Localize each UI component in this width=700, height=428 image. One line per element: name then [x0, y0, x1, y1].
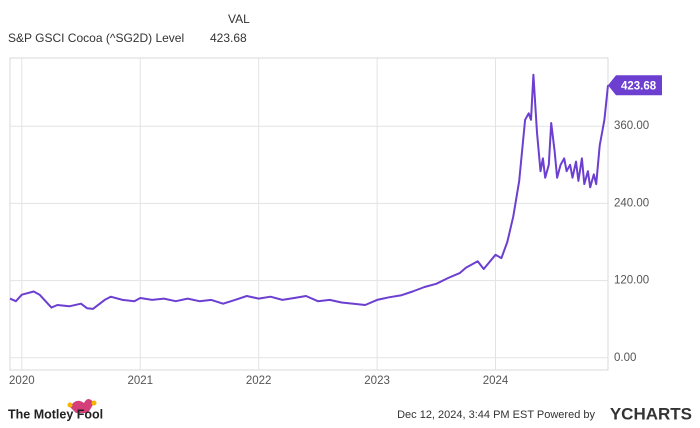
x-tick-label: 2021 [127, 375, 153, 387]
y-tick-label: 0.00 [614, 352, 636, 364]
footer-timestamp: Dec 12, 2024, 3:44 PM EST Powered by [397, 409, 595, 421]
legend-header: VAL [228, 12, 250, 26]
y-tick-label: 360.00 [614, 120, 649, 132]
value-callout-label: 423.68 [621, 80, 657, 92]
footer-powered: YCHARTS [610, 404, 692, 423]
series-line [9, 73, 609, 310]
y-tick-label: 120.00 [614, 275, 649, 287]
x-tick-label: 2023 [364, 375, 390, 387]
y-tick-label: 240.00 [614, 197, 649, 209]
value-callout [608, 75, 662, 96]
legend-value: 423.68 [210, 31, 247, 45]
motley-fool-logo [67, 399, 97, 413]
footer-brand: The Motley Fool [8, 407, 103, 421]
plot-frame [9, 57, 609, 371]
x-tick-label: 2020 [9, 375, 35, 387]
x-tick-label: 2024 [483, 375, 509, 387]
x-tick-label: 2022 [246, 375, 272, 387]
legend-series-name: S&P GSCI Cocoa (^SG2D) Level [8, 31, 184, 45]
